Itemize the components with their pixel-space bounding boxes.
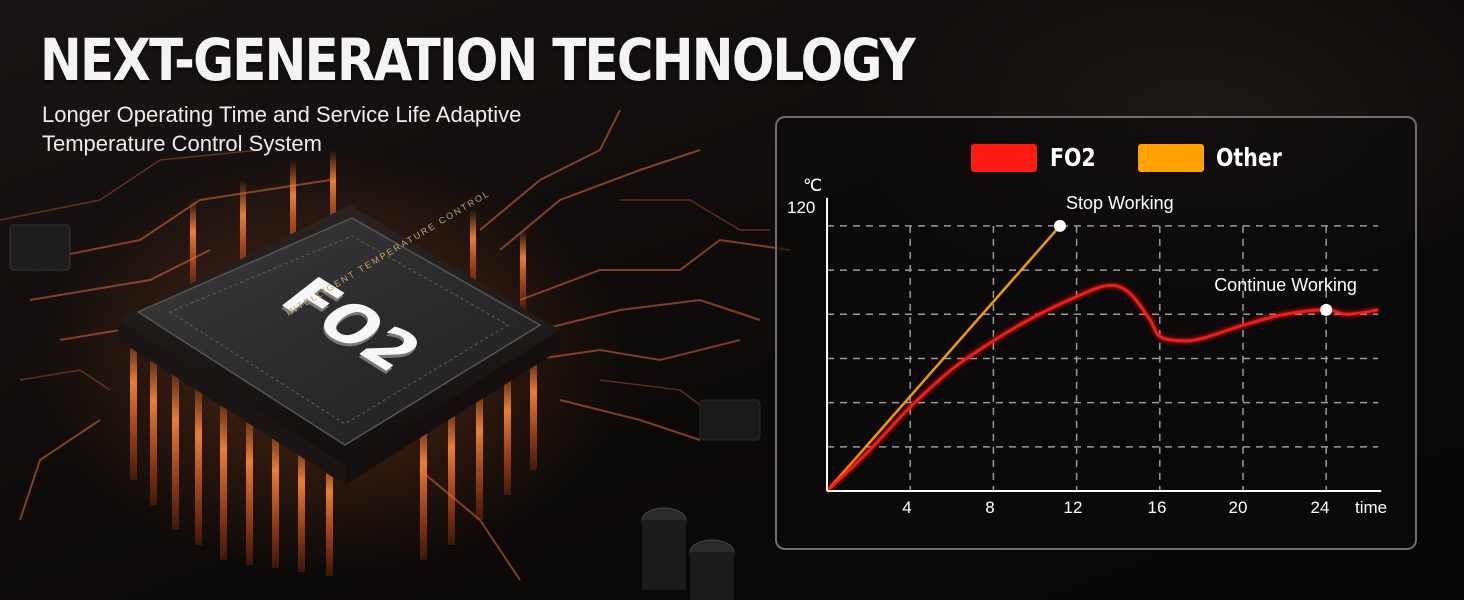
chart-panel: [775, 116, 1417, 550]
small-chip: [9, 224, 71, 271]
x-tick-label: 24: [1310, 498, 1330, 517]
series-line-other: [826, 225, 1061, 492]
x-tick-label: 16: [1147, 498, 1167, 517]
page-subtitle: Longer Operating Time and Service Life A…: [42, 102, 522, 156]
series-line-fo2: [825, 283, 1379, 493]
legend-label-other: Other: [1216, 143, 1282, 172]
fo2-chip: [118, 205, 560, 485]
legend-label-fo2: FO2: [1050, 143, 1096, 172]
x-tick-label: 4: [902, 498, 912, 517]
y-tick-label-120: 120: [787, 198, 816, 217]
annotation-continue-working: Continue Working: [1214, 274, 1357, 295]
chart-axes: [826, 197, 1382, 492]
page-title: NEXT-GENERATION TECHNOLOGY: [40, 26, 916, 94]
legend-swatch-other: [1138, 144, 1204, 172]
legend-swatch-fo2: [971, 144, 1037, 172]
marker-stop-working: [1053, 219, 1066, 232]
x-tick-label: 20: [1228, 498, 1248, 517]
x-tick-label: 12: [1063, 498, 1083, 517]
x-tick-label: 8: [985, 498, 995, 517]
marker-continue-working: [1320, 303, 1333, 316]
annotation-stop-working: Stop Working: [1065, 192, 1174, 213]
x-axis-label: time: [1355, 498, 1388, 517]
glowing-pins: [130, 150, 537, 576]
y-axis-unit: ℃: [803, 176, 823, 195]
